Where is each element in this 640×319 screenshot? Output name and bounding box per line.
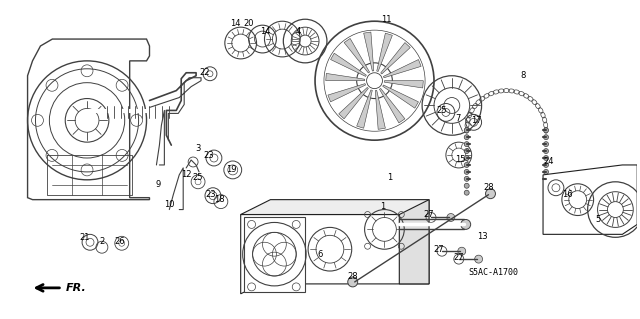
Text: 15: 15 [456, 155, 466, 165]
Text: 18: 18 [214, 195, 225, 204]
Circle shape [461, 219, 470, 229]
Polygon shape [241, 214, 429, 294]
Text: 1: 1 [387, 173, 392, 182]
Polygon shape [344, 39, 369, 73]
Circle shape [543, 183, 548, 188]
Circle shape [543, 142, 548, 147]
Polygon shape [381, 42, 410, 74]
Polygon shape [28, 39, 150, 200]
Circle shape [475, 255, 483, 263]
Circle shape [543, 190, 548, 195]
Polygon shape [364, 32, 374, 71]
Polygon shape [377, 33, 392, 71]
Polygon shape [383, 60, 421, 78]
Circle shape [464, 128, 469, 133]
Circle shape [543, 149, 548, 153]
Polygon shape [380, 88, 405, 123]
Circle shape [464, 183, 469, 188]
Circle shape [543, 128, 548, 133]
Text: 12: 12 [181, 170, 191, 179]
Polygon shape [543, 165, 637, 234]
Text: 1: 1 [380, 202, 385, 211]
Polygon shape [383, 85, 419, 108]
Text: 23: 23 [204, 151, 214, 160]
Text: 22: 22 [200, 68, 211, 77]
Circle shape [543, 156, 548, 160]
Circle shape [464, 135, 469, 140]
Text: 28: 28 [348, 272, 358, 281]
Polygon shape [331, 53, 366, 76]
Text: 8: 8 [520, 71, 526, 80]
Text: 7: 7 [455, 114, 460, 123]
Text: 25: 25 [436, 106, 447, 115]
Circle shape [367, 73, 383, 89]
Circle shape [486, 189, 495, 199]
Circle shape [543, 169, 548, 174]
Circle shape [543, 162, 548, 167]
Text: 19: 19 [227, 166, 237, 174]
Circle shape [464, 190, 469, 195]
Circle shape [543, 176, 548, 181]
Text: 16: 16 [563, 190, 573, 199]
Circle shape [464, 142, 469, 147]
Polygon shape [375, 90, 385, 129]
Polygon shape [241, 200, 429, 214]
Circle shape [458, 247, 466, 255]
Circle shape [65, 99, 109, 142]
Circle shape [464, 162, 469, 167]
Text: 3: 3 [195, 144, 201, 152]
Text: 13: 13 [477, 232, 488, 241]
Polygon shape [244, 218, 305, 292]
Circle shape [348, 277, 358, 287]
Polygon shape [328, 84, 365, 102]
Text: 6: 6 [317, 250, 323, 259]
Text: 11: 11 [381, 15, 392, 24]
Text: 28: 28 [483, 183, 494, 192]
Text: 21: 21 [80, 233, 90, 242]
Text: 14: 14 [260, 26, 271, 36]
Text: 10: 10 [164, 200, 175, 209]
Polygon shape [356, 90, 372, 128]
Circle shape [447, 213, 455, 221]
Text: 24: 24 [544, 158, 554, 167]
Circle shape [464, 156, 469, 160]
Text: 20: 20 [243, 19, 254, 28]
Text: 27: 27 [434, 245, 444, 254]
Text: 9: 9 [156, 180, 161, 189]
Text: S5AC-A1700: S5AC-A1700 [468, 268, 518, 277]
Text: 25: 25 [193, 173, 204, 182]
Circle shape [464, 149, 469, 153]
Text: FR.: FR. [66, 283, 87, 293]
Text: 27: 27 [424, 210, 435, 219]
Circle shape [464, 169, 469, 174]
Polygon shape [339, 87, 369, 119]
Text: 5: 5 [595, 215, 600, 224]
Polygon shape [385, 81, 423, 88]
Text: 17: 17 [471, 116, 482, 125]
Text: 26: 26 [115, 237, 125, 246]
Text: 14: 14 [230, 19, 241, 28]
Text: 23: 23 [205, 190, 216, 199]
Circle shape [543, 135, 548, 140]
Text: 2: 2 [99, 237, 104, 246]
Polygon shape [326, 73, 365, 81]
Text: 4: 4 [296, 26, 301, 36]
Polygon shape [399, 200, 429, 284]
Circle shape [464, 176, 469, 181]
Text: 27: 27 [454, 253, 464, 262]
